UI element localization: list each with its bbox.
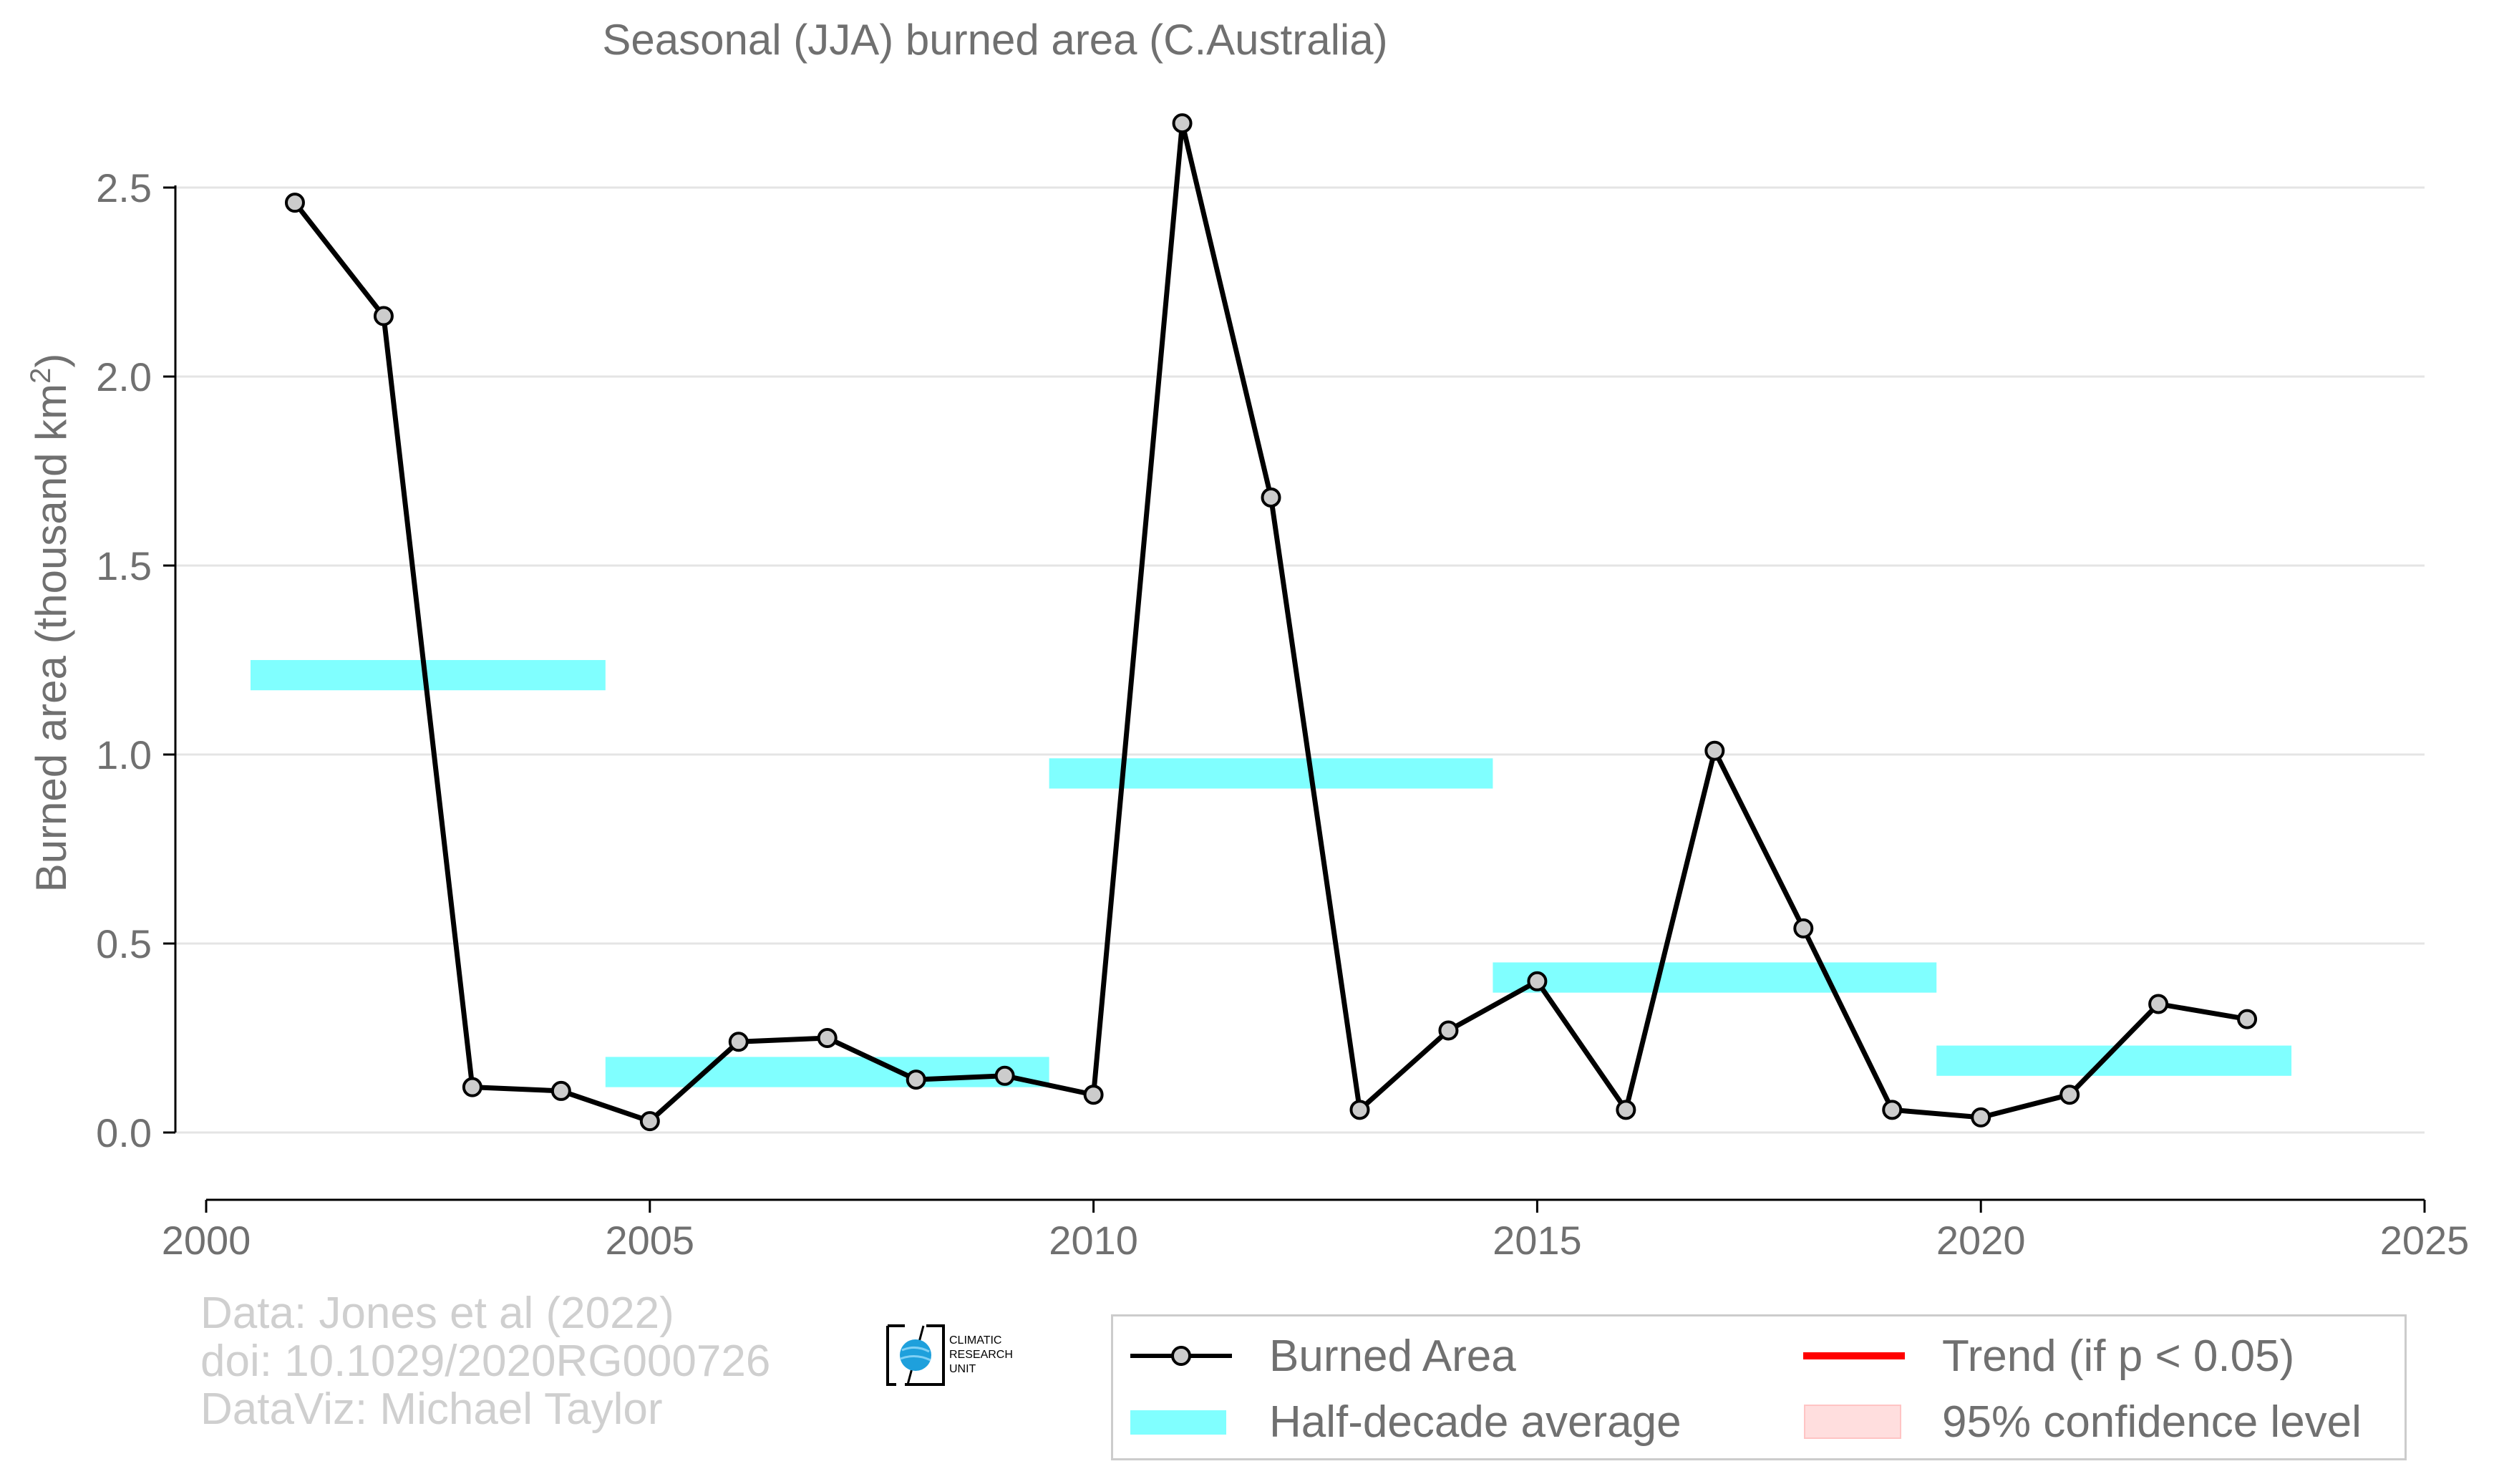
y-axis-label: Burned area (thousand km2) [25, 354, 75, 893]
data-point [1349, 1100, 1370, 1120]
y-tick-label: 0.5 [96, 921, 152, 966]
x-tick-label: 2020 [1936, 1218, 2026, 1263]
logo-text-2: RESEARCH [949, 1349, 1013, 1361]
legend-swatch-half-decade [1130, 1410, 1226, 1435]
legend-label-confidence: 95% confidence level [1942, 1397, 2362, 1447]
data-point [994, 1065, 1015, 1086]
data-point [1793, 918, 1814, 939]
legend: Burned Area Trend (if p < 0.05) Half-dec… [1111, 1314, 2407, 1460]
legend-swatch-trend [1803, 1352, 1905, 1359]
data-point [2059, 1085, 2080, 1105]
data-point [1438, 1020, 1459, 1041]
y-tick-label: 0.0 [96, 1110, 152, 1155]
logo-text-1: CLIMATIC [949, 1334, 1001, 1347]
data-point [284, 193, 305, 213]
data-point [1527, 971, 1548, 991]
half-decade-bar [605, 1057, 1049, 1087]
chart-title: Seasonal (JJA) burned area (C.Australia) [602, 16, 1387, 64]
y-tick-label: 2.0 [96, 354, 152, 399]
legend-label-half-decade: Half-decade average [1269, 1397, 1682, 1447]
half-decade-bar [1049, 758, 1493, 789]
gridlines [175, 186, 2425, 1134]
data-point [639, 1111, 660, 1132]
burned-area-series [284, 113, 2258, 1132]
y-axis-label-superscript: 2 [25, 368, 57, 384]
credit-doi: doi: 10.1029/2020RG000726 [200, 1337, 771, 1386]
credit-dataviz: DataViz: Michael Taylor [200, 1384, 663, 1434]
x-tick-label: 2005 [606, 1218, 695, 1263]
legend-item-half-decade: Half-decade average [1127, 1397, 1682, 1447]
data-point [817, 1028, 838, 1048]
y-axis-label-close: ) [27, 354, 75, 368]
logo-text-3: UNIT [949, 1363, 976, 1375]
legend-item-trend: Trend (if p < 0.05) [1800, 1331, 2294, 1381]
legend-label-trend: Trend (if p < 0.05) [1942, 1331, 2295, 1381]
x-tick-label: 2010 [1049, 1218, 1138, 1263]
y-tick-label: 2.5 [96, 165, 152, 210]
data-point [462, 1077, 482, 1097]
y-axis: 0.0 0.5 1.0 1.5 2.0 2.5 [96, 165, 177, 1155]
data-point [1083, 1085, 1104, 1105]
legend-item-confidence: 95% confidence level [1800, 1397, 2362, 1447]
data-point [1172, 113, 1193, 134]
x-axis: 2000 2005 2010 2015 2020 2025 [162, 1198, 2470, 1263]
x-tick-label: 2025 [2380, 1218, 2470, 1263]
y-tick-label: 1.5 [96, 543, 152, 588]
cru-logo: CLIMATIC RESEARCH UNIT [886, 1324, 1029, 1386]
data-point [1882, 1100, 1903, 1120]
credit-data-source: Data: Jones et al (2022) [200, 1289, 674, 1338]
data-point [906, 1070, 926, 1090]
legend-item-burned-area: Burned Area [1127, 1331, 1516, 1381]
data-point [1616, 1100, 1636, 1120]
legend-swatch-confidence [1804, 1405, 1901, 1439]
data-point [2148, 994, 2169, 1014]
half-decade-bars [250, 660, 2292, 1087]
data-point [550, 1080, 571, 1101]
burned-area-line [293, 120, 2248, 1124]
data-point [1704, 740, 1725, 761]
data-point [728, 1032, 749, 1052]
x-tick-label: 2015 [1493, 1218, 1582, 1263]
x-tick-label: 2000 [162, 1218, 251, 1263]
half-decade-bar [1493, 962, 1937, 993]
data-point [373, 306, 394, 326]
data-point [1971, 1107, 1991, 1127]
data-point [2237, 1009, 2258, 1029]
data-point [1261, 487, 1281, 508]
legend-label-burned-area: Burned Area [1269, 1331, 1516, 1381]
y-tick-label: 1.0 [96, 732, 152, 777]
legend-swatch-burned-area [1130, 1346, 1232, 1366]
